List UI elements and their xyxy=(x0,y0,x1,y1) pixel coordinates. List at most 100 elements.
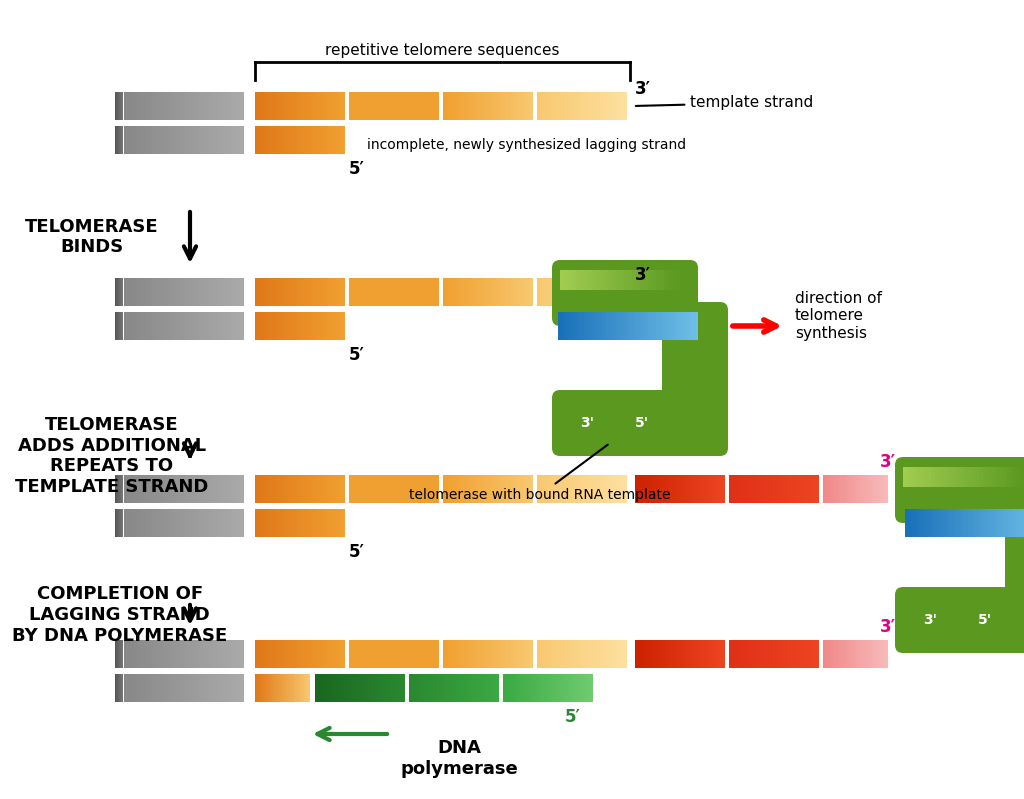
Bar xyxy=(384,640,385,668)
Bar xyxy=(584,92,585,120)
Bar xyxy=(313,92,315,120)
Bar xyxy=(759,640,761,668)
Bar xyxy=(494,278,496,306)
Bar xyxy=(324,92,326,120)
Bar xyxy=(648,270,652,290)
Bar xyxy=(515,278,516,306)
Bar xyxy=(573,475,574,503)
Bar xyxy=(324,674,326,702)
Bar xyxy=(194,475,196,503)
Bar xyxy=(232,126,234,154)
Bar xyxy=(339,475,341,503)
Bar xyxy=(1013,509,1015,537)
Bar xyxy=(202,475,204,503)
Bar xyxy=(204,312,206,340)
Bar xyxy=(567,312,569,340)
Bar xyxy=(551,674,553,702)
Bar xyxy=(824,475,825,503)
Bar xyxy=(356,92,358,120)
Bar xyxy=(598,475,600,503)
Bar xyxy=(326,640,327,668)
Bar xyxy=(584,270,588,290)
Bar xyxy=(554,92,555,120)
Bar xyxy=(430,674,431,702)
Bar xyxy=(388,640,389,668)
Bar xyxy=(505,475,506,503)
Bar xyxy=(624,270,628,290)
Bar xyxy=(291,92,293,120)
Bar xyxy=(401,640,403,668)
Bar xyxy=(144,674,146,702)
Bar xyxy=(540,475,542,503)
Bar xyxy=(1006,509,1008,537)
Bar xyxy=(216,640,218,668)
Bar xyxy=(335,312,336,340)
Bar xyxy=(572,674,573,702)
Bar xyxy=(682,640,683,668)
Bar xyxy=(242,312,244,340)
Bar xyxy=(234,92,236,120)
Bar xyxy=(198,126,200,154)
Bar xyxy=(865,640,866,668)
Bar xyxy=(306,509,307,537)
Bar xyxy=(427,278,428,306)
Bar xyxy=(772,475,774,503)
Bar xyxy=(555,92,556,120)
Bar xyxy=(132,640,134,668)
Bar xyxy=(316,475,318,503)
Bar xyxy=(385,278,386,306)
Bar xyxy=(494,640,496,668)
Bar xyxy=(667,475,668,503)
Bar xyxy=(564,640,565,668)
Bar xyxy=(881,475,882,503)
Bar xyxy=(274,312,276,340)
Bar xyxy=(335,475,336,503)
Bar xyxy=(381,278,382,306)
Bar xyxy=(138,674,140,702)
Bar xyxy=(160,312,162,340)
Bar xyxy=(366,92,367,120)
Bar xyxy=(587,278,588,306)
Bar xyxy=(565,92,567,120)
Bar xyxy=(259,312,261,340)
Bar xyxy=(509,92,511,120)
Bar xyxy=(423,92,424,120)
Bar xyxy=(323,312,324,340)
Bar xyxy=(265,278,267,306)
Bar xyxy=(291,126,293,154)
Bar xyxy=(204,278,206,306)
Bar xyxy=(449,674,450,702)
Bar xyxy=(506,278,508,306)
Bar xyxy=(428,475,430,503)
Bar xyxy=(446,92,447,120)
Bar xyxy=(702,640,705,668)
Bar xyxy=(603,640,604,668)
Bar xyxy=(316,126,318,154)
Bar xyxy=(592,270,596,290)
Bar xyxy=(682,475,683,503)
Bar xyxy=(774,640,775,668)
Bar xyxy=(609,92,610,120)
Bar xyxy=(270,475,271,503)
Bar xyxy=(352,475,353,503)
Bar xyxy=(164,640,166,668)
Bar xyxy=(620,475,621,503)
Bar xyxy=(318,674,319,702)
Bar xyxy=(931,509,933,537)
Bar xyxy=(265,92,267,120)
Bar xyxy=(267,475,268,503)
Bar xyxy=(508,278,509,306)
Bar xyxy=(238,509,240,537)
Bar xyxy=(710,640,712,668)
Bar xyxy=(126,674,128,702)
Bar xyxy=(378,92,379,120)
Bar xyxy=(824,640,825,668)
Bar xyxy=(316,92,318,120)
Bar xyxy=(421,278,423,306)
Bar xyxy=(218,312,220,340)
Bar xyxy=(581,475,582,503)
Bar xyxy=(444,475,446,503)
Bar xyxy=(577,674,578,702)
Bar xyxy=(835,640,836,668)
Bar xyxy=(853,640,854,668)
